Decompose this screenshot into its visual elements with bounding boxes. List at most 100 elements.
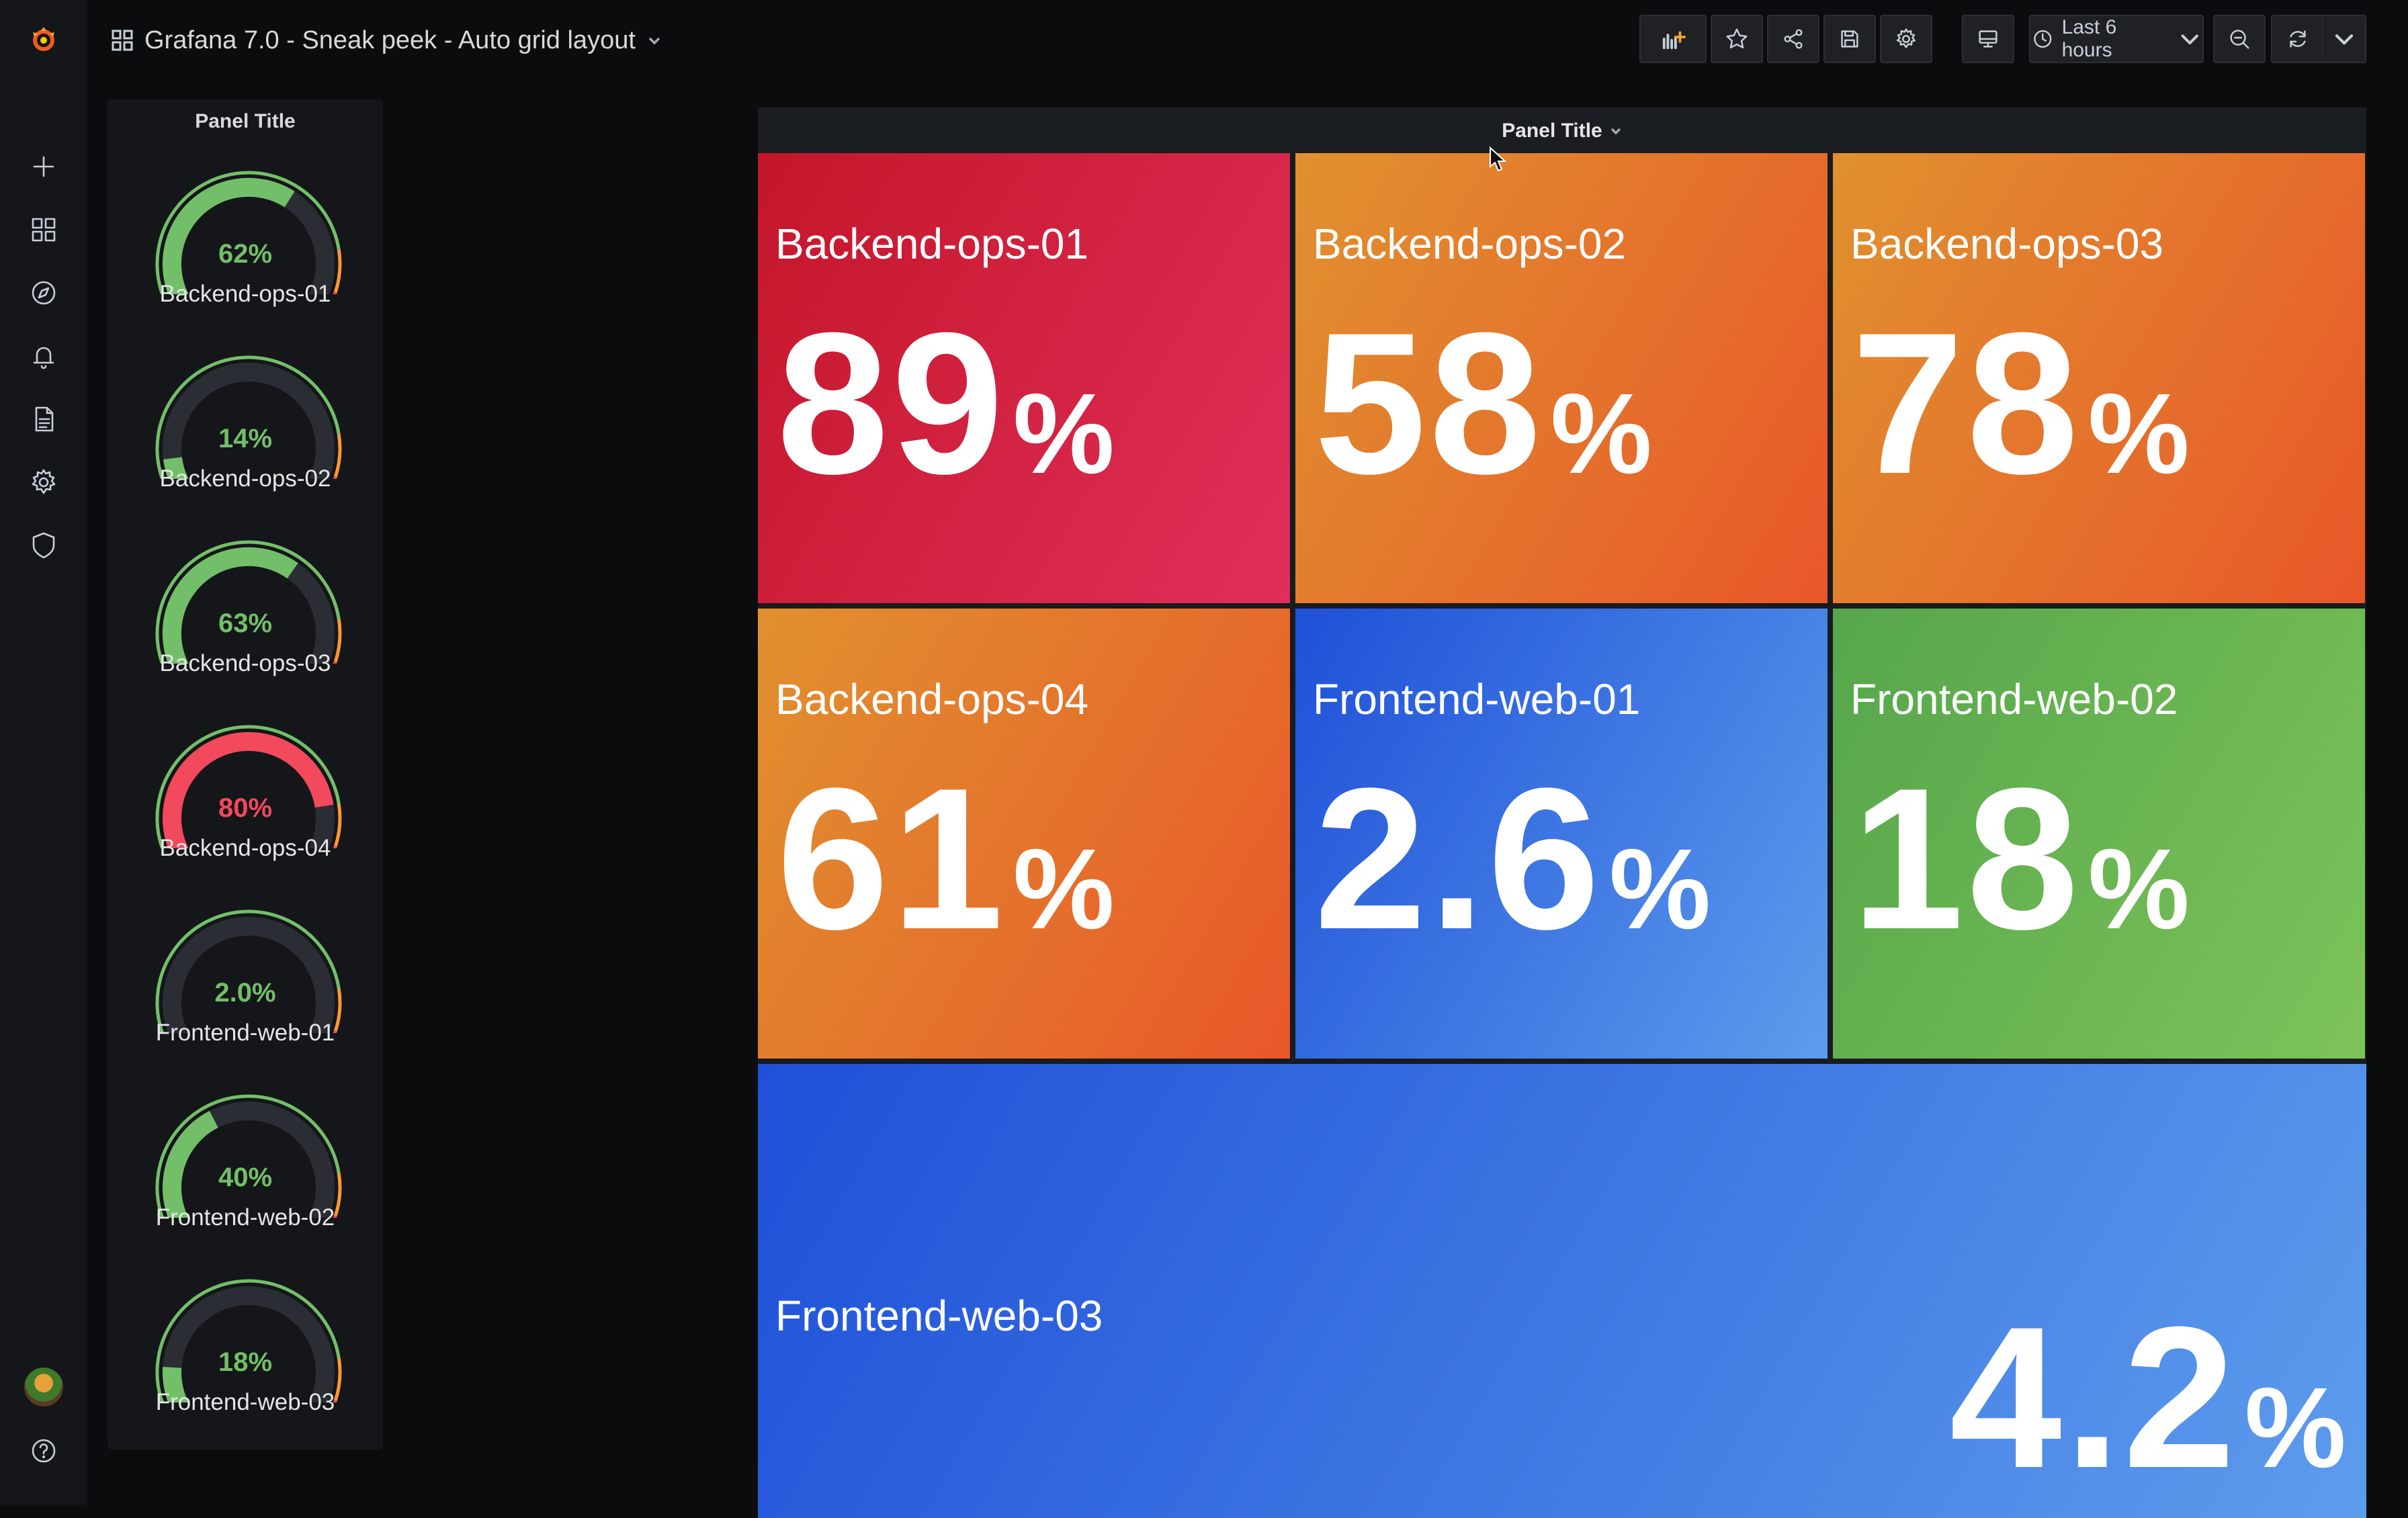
stat-tile[interactable]: Frontend-web-03 4.2%: [758, 1064, 2366, 1518]
gauge-arc: [155, 725, 342, 848]
settings-icon: [1896, 28, 1916, 48]
alerting-icon[interactable]: [24, 336, 64, 376]
gauge-threshold-ring: [333, 249, 342, 293]
zoom-out-button[interactable]: [2213, 15, 2266, 63]
stat-tile-number: 78: [1852, 290, 2081, 516]
stat-tile-name: Backend-ops-03: [1850, 220, 2164, 268]
save-button[interactable]: [1823, 15, 1876, 63]
share-button[interactable]: [1767, 15, 1819, 63]
gauge-threshold-ring: [155, 1094, 341, 1218]
gauge-item: 18% Frontend-web-03: [108, 1268, 383, 1443]
stat-panel-title-menu[interactable]: Panel Title: [758, 120, 2366, 142]
explore-icon[interactable]: [24, 273, 64, 313]
star-icon: [1726, 28, 1748, 49]
dashboards-icon[interactable]: [24, 210, 64, 250]
stat-tile-unit: %: [1013, 825, 1115, 953]
gauge-name: Backend-ops-03: [159, 650, 331, 676]
gauge-threshold-ring: [155, 355, 341, 479]
stat-tile-name: Backend-ops-04: [775, 675, 1089, 723]
gauge-track: [163, 917, 335, 1033]
gauge-item: 14% Backend-ops-02: [108, 345, 383, 519]
gauge-threshold-ring: [333, 803, 342, 847]
gauge-value: 63%: [218, 609, 273, 638]
mouse-cursor-icon: [1490, 146, 1507, 172]
stat-tile-number: 4.2: [1949, 1284, 2238, 1510]
stat-tile[interactable]: Frontend-web-02 18%: [1833, 609, 2365, 1059]
refresh-interval-button[interactable]: [2322, 15, 2366, 63]
gauge-arc: [155, 540, 342, 664]
gauge-value: 18%: [218, 1347, 273, 1377]
gauge-threshold-ring: [333, 988, 342, 1032]
stat-tile-number: 2.6: [1314, 746, 1603, 971]
stat-tile[interactable]: Backend-ops-03 78%: [1833, 153, 2365, 603]
stat-tile[interactable]: Backend-ops-04 61%: [758, 609, 1290, 1059]
gauge-name: Backend-ops-04: [159, 835, 331, 861]
add-panel-button[interactable]: [1639, 15, 1707, 63]
stat-panel-header[interactable]: Panel Title: [758, 107, 2366, 153]
add-panel-icon: [1662, 31, 1686, 50]
chevron-down-icon: [2335, 34, 2353, 45]
gauge-panel-title[interactable]: Panel Title: [195, 110, 296, 132]
gauge-item: 63% Backend-ops-03: [108, 529, 383, 704]
stat-tile[interactable]: Backend-ops-02 58%: [1295, 153, 1828, 603]
stat-tile-value: 2.6%: [1314, 758, 1711, 959]
dashboard-title-picker[interactable]: Grafana 7.0 - Sneak peek - Auto grid lay…: [111, 20, 662, 60]
document-icon[interactable]: [24, 399, 64, 439]
side-menu: [0, 0, 87, 1505]
gauge-arc: [155, 355, 342, 479]
gauge-panel: Panel Title 62% Backend-ops-01 14% Backend-…: [108, 99, 383, 1449]
plus-icon[interactable]: [24, 146, 64, 187]
settings-button[interactable]: [1880, 15, 1932, 63]
help-icon[interactable]: [24, 1431, 64, 1471]
gauge-value-arc: [163, 457, 189, 479]
gauge-value-arc: [163, 732, 334, 848]
stat-tile-name: Frontend-web-02: [1850, 675, 2178, 723]
refresh-button[interactable]: [2271, 15, 2323, 63]
gauge-threshold-ring: [333, 619, 342, 662]
configuration-icon[interactable]: [24, 462, 64, 502]
save-icon: [1841, 30, 1858, 48]
stat-tile-unit: %: [2088, 825, 2190, 953]
gauge-value-arc: [163, 1110, 218, 1218]
gauge-threshold-ring: [155, 909, 341, 1033]
gauge-item: 2.0% Frontend-web-01: [108, 899, 383, 1073]
shield-icon[interactable]: [24, 525, 64, 566]
stat-tile[interactable]: Frontend-web-01 2.6%: [1295, 609, 1828, 1059]
tv-mode-button[interactable]: [1962, 15, 2014, 63]
gauge-value: 14%: [218, 424, 273, 453]
time-picker-button[interactable]: Last 6 hours: [2029, 15, 2204, 63]
stat-panel: Panel Title Backend-ops-01 89% Backend-ops…: [758, 107, 2366, 1518]
stat-tile-unit: %: [2088, 370, 2190, 498]
gauge-threshold-ring: [333, 1173, 342, 1216]
stat-tile-value: 78%: [1852, 302, 2190, 504]
gauge-threshold-ring: [333, 1357, 342, 1401]
gauge-value: 62%: [218, 239, 273, 269]
time-range-label: Last 6 hours: [2061, 16, 2117, 61]
gauge-name: Backend-ops-01: [159, 281, 331, 307]
stat-tile-value: 18%: [1852, 758, 2190, 959]
stat-tile-unit: %: [1609, 825, 1711, 953]
stat-tile-number: 89: [777, 290, 1006, 516]
stat-tile-unit: %: [1550, 370, 1652, 498]
zoom-out-icon: [2230, 30, 2249, 49]
stat-tile-name: Frontend-web-01: [1313, 675, 1641, 723]
stat-tile-name: Frontend-web-03: [775, 1292, 1103, 1340]
stat-tile[interactable]: Backend-ops-01 89%: [758, 153, 1290, 603]
chevron-down-icon: [648, 37, 660, 45]
grafana-logo-icon[interactable]: [24, 19, 64, 59]
gauge-arc: [155, 171, 342, 294]
stat-tile-number: 18: [1852, 746, 2081, 971]
gauge-item: 40% Frontend-web-02: [108, 1083, 383, 1258]
chevron-down-icon: [1610, 128, 1621, 135]
gauge-value-arc: [162, 1366, 189, 1402]
avatar[interactable]: [24, 1368, 63, 1407]
stat-tile-number: 61: [777, 746, 1006, 971]
star-button[interactable]: [1711, 15, 1763, 63]
share-icon: [1784, 29, 1803, 49]
clock-icon: [2034, 30, 2052, 48]
gauge-name: Frontend-web-03: [155, 1389, 335, 1415]
stat-panel-title: Panel Title: [1502, 120, 1602, 142]
stat-tile-value: 58%: [1314, 302, 1652, 504]
stat-tile-name: Backend-ops-01: [775, 220, 1089, 268]
top-navbar: Grafana 7.0 - Sneak peek - Auto grid lay…: [87, 0, 2408, 81]
